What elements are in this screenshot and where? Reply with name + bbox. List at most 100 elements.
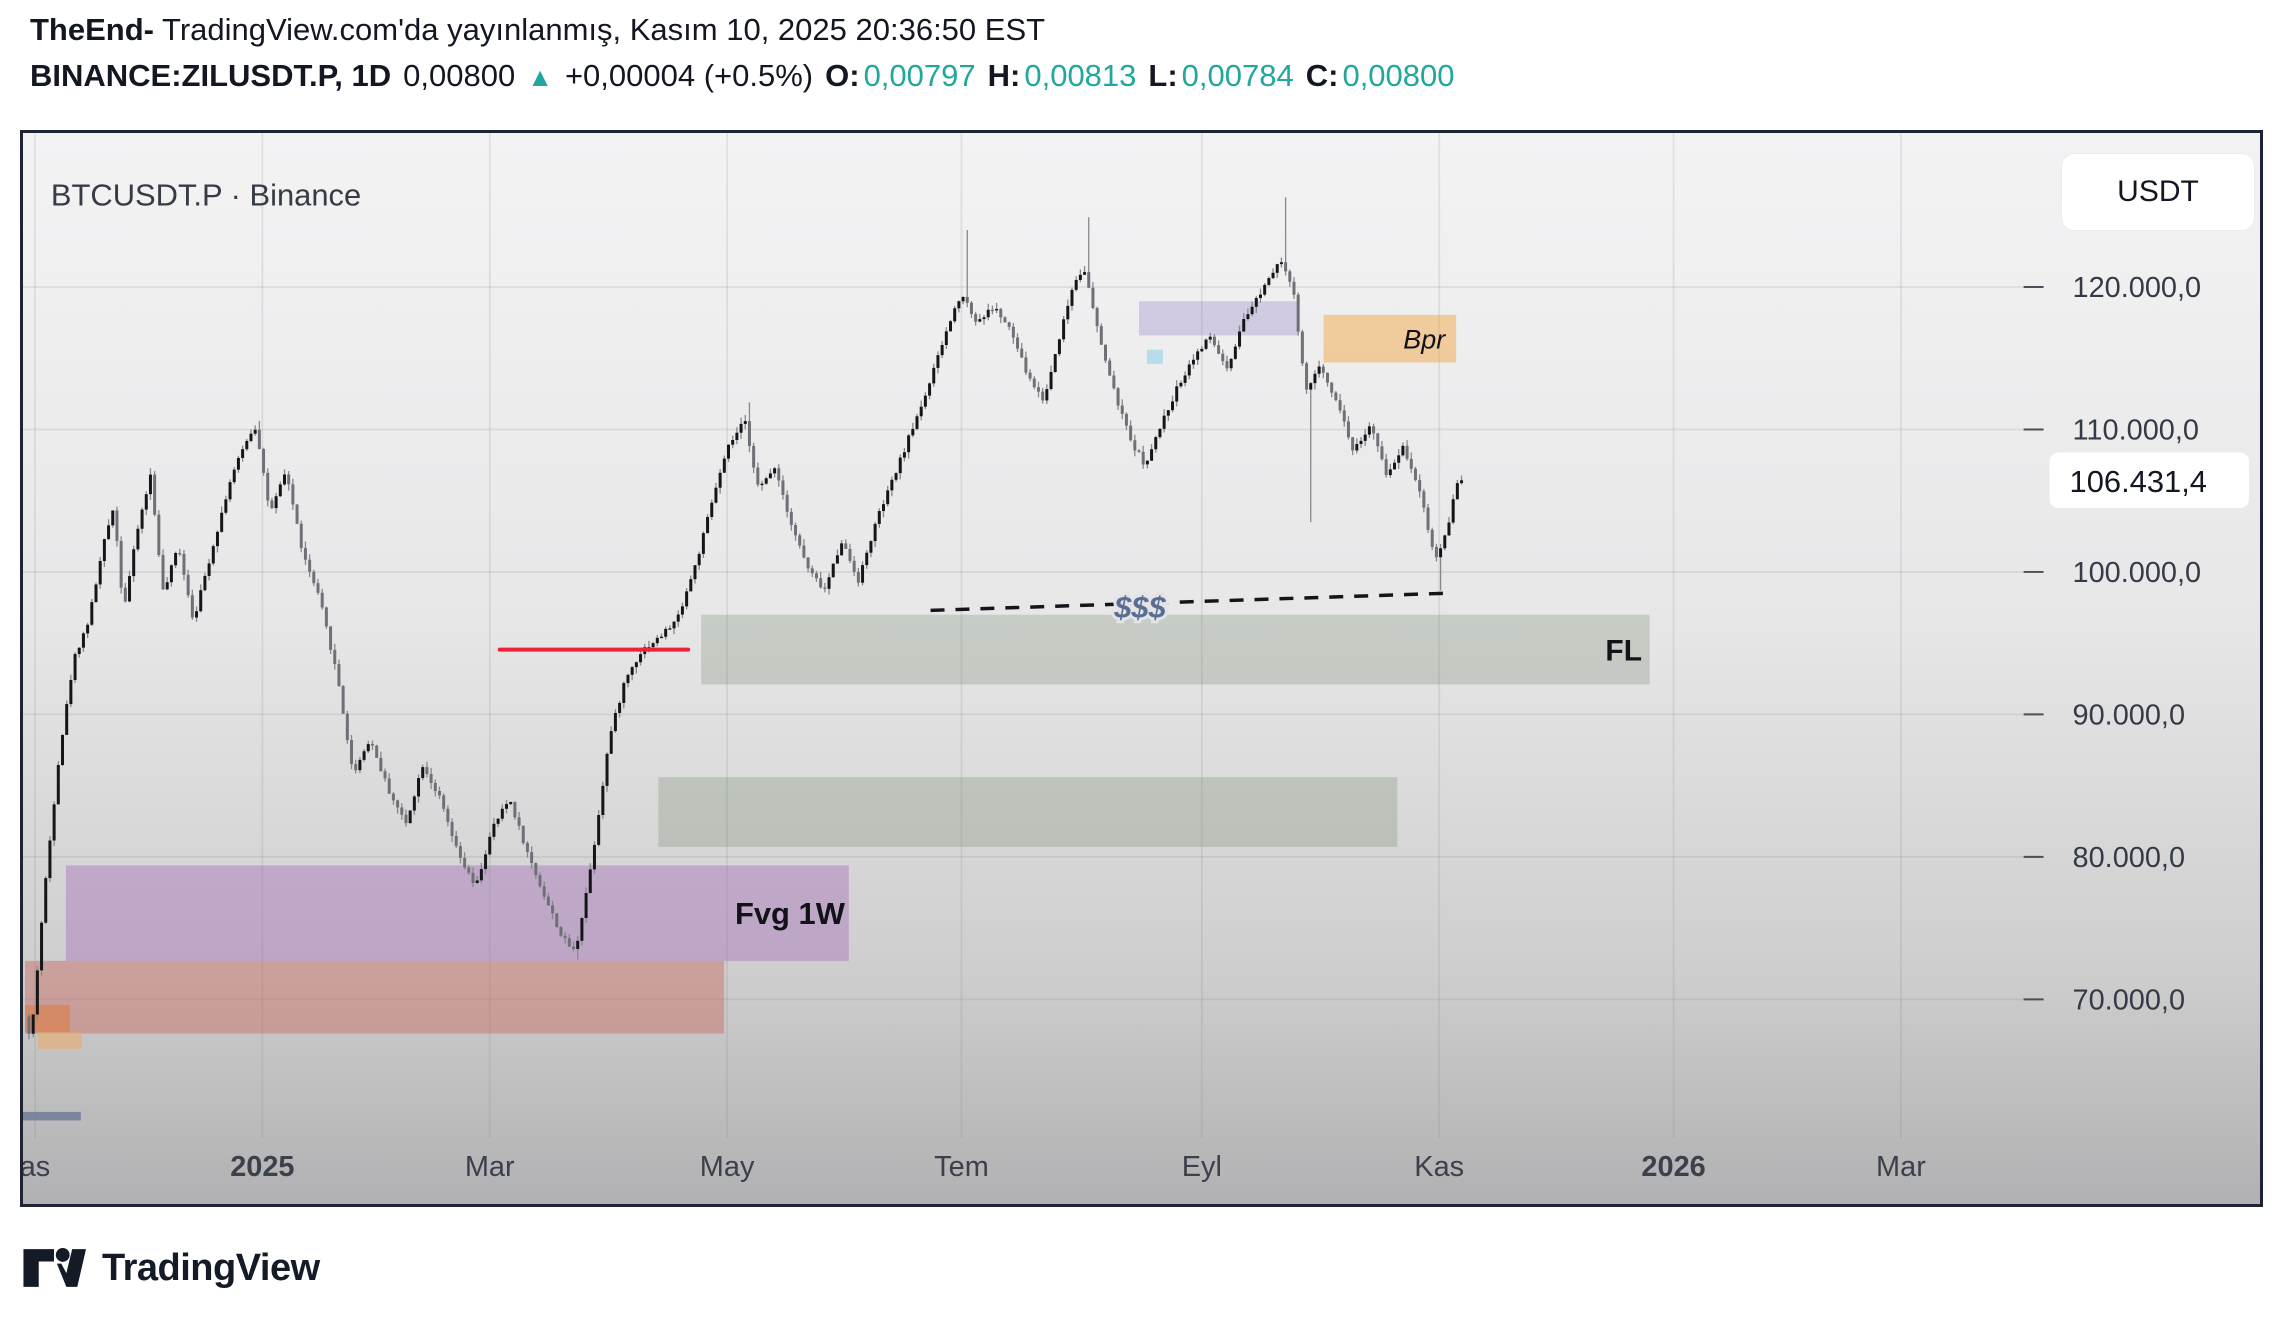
candle-body [710,502,714,518]
candle-body [907,435,911,453]
candle-body [73,654,77,680]
candle-body [1309,383,1313,390]
time-axis-label: 2026 [1641,1151,1705,1183]
candle-body [1430,529,1434,547]
zone-orange-patch-b [37,1032,82,1050]
candle-body [111,510,115,526]
candle-body [1095,308,1099,327]
candle-body [278,484,282,497]
candle-body [35,970,39,1015]
candle-body [534,863,538,876]
candle-body [974,314,978,322]
candle-body [902,452,906,458]
candle-body [207,563,211,576]
candle-body [169,565,173,583]
candle-body [391,793,395,801]
price-axis[interactable]: 120.000,0 110.000,0 100.000,0 90.000,0 80.00… [2023,272,2202,1016]
candle-body [1066,305,1070,320]
candle-body [584,892,588,918]
candle-body [1460,480,1464,484]
high-number: 0,00813 [1024,58,1137,93]
candle-body [1133,440,1137,451]
candle-body [412,796,416,811]
candle-body [375,745,379,758]
candle-body [270,500,274,509]
candle-body [186,574,190,596]
time-axis-label: Mar [1876,1151,1926,1183]
candle-body [437,791,441,796]
candle-body [40,922,44,971]
candle-body [324,607,328,627]
candle-body [44,878,48,923]
candle-body [743,421,747,424]
candle-body [492,823,496,837]
candle-body [727,444,731,459]
zone-fl-green [701,614,1650,685]
candle-body [266,472,270,501]
candle-body [555,913,559,928]
candle-body [517,817,521,826]
candle-body [1263,284,1267,295]
candle-body [1221,353,1225,362]
candle-body [890,479,894,491]
time-axis-label: Tem [934,1151,989,1183]
candle-body [961,296,965,302]
currency-button[interactable]: USDT [2061,153,2255,231]
time-axis-label: Eyl [1182,1151,1222,1183]
candle-body [689,579,693,592]
candle-body [567,938,571,947]
candle-body [475,880,479,883]
candle-body [940,345,944,356]
chart-canvas[interactable]: Bpr FL Fvg 1W $$$ BTCUSDT.P · Binance 120.… [23,133,2260,1204]
candle-body [601,785,605,815]
candle-body [404,814,408,824]
candle-body [1045,389,1049,401]
candle-body [747,421,751,446]
overlays [497,591,1445,652]
time-axis[interactable]: as 2025 Mar May Tem Eyl Kas 2026 Mar [23,1151,1926,1183]
candle-body [295,504,299,524]
candle-body [136,528,140,550]
price-axis-label: 90.000,0 [2073,699,2186,731]
candle-body [81,633,85,648]
candle-body [370,744,374,746]
candle-body [655,637,659,644]
candle-body [840,543,844,556]
candle-body [1330,382,1334,393]
candle-body [915,416,919,429]
candle-body [1141,451,1145,465]
candle-body [1212,336,1216,346]
candle-body [417,778,421,797]
candle-body [1305,363,1309,390]
candle-body [77,647,81,655]
candle-body [203,575,207,591]
candle-body [1359,440,1363,445]
candle-body [622,683,626,703]
tradingview-brand-text: TradingView [102,1246,320,1289]
candle-body [140,509,144,529]
candle-body [454,835,458,847]
open-number: 0,00797 [863,58,976,93]
zone-green-lower [658,777,1398,847]
chart-panel[interactable]: Bpr FL Fvg 1W $$$ BTCUSDT.P · Binance 120.… [20,130,2263,1207]
candle-body [232,469,236,483]
candle-body [756,467,760,485]
publish-byline: TheEnd- TradingView.com'da yayınlanmış, … [30,12,1045,48]
candle-body [1179,382,1183,387]
candle-body [697,553,701,566]
candle-body [1284,262,1288,272]
candle-body [1175,386,1179,402]
candle-body [383,771,387,779]
gridlines [23,133,2036,1139]
candle-body [760,483,764,486]
candle-body [844,543,848,549]
candle-body [1300,331,1304,364]
candle-body [1338,400,1342,411]
candle-body [965,296,969,303]
candle-body [785,494,789,512]
candle-body [358,759,362,771]
current-price-label: 106.431,4 [2049,452,2250,509]
candle-body [220,512,224,532]
candle-body [1455,483,1459,500]
candle-body [354,764,358,771]
